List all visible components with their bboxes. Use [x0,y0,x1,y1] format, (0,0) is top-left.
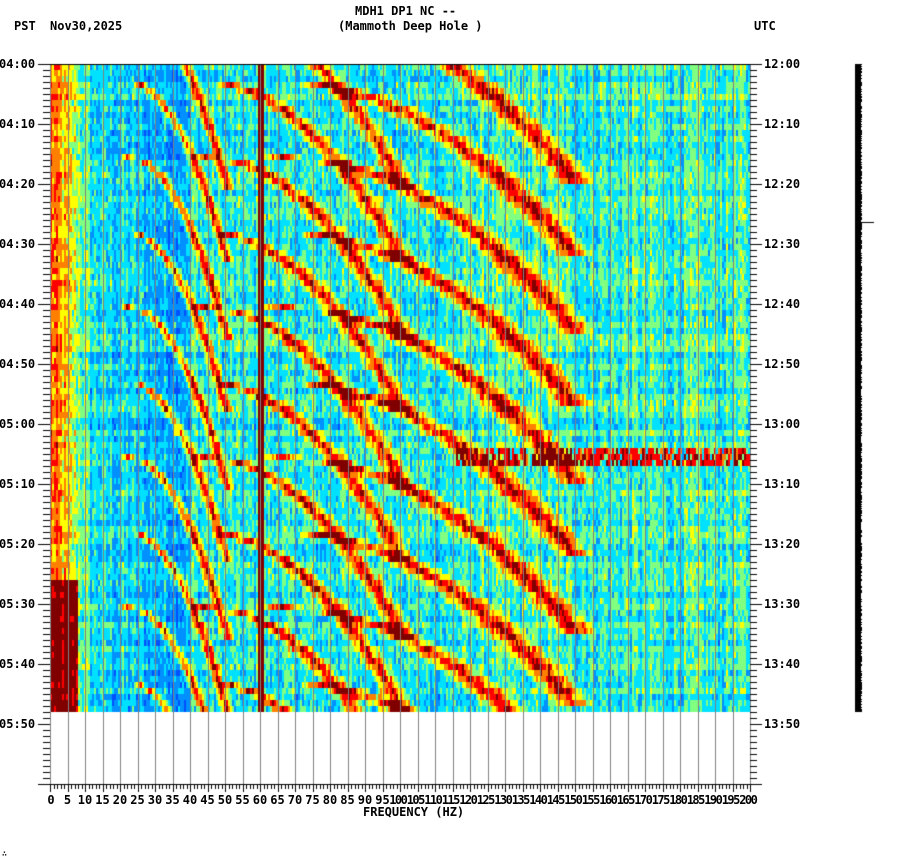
frequency-tick-label: 185 [686,793,706,807]
x-axis-title: FREQUENCY (HZ) [363,805,465,819]
frequency-tick-label: 95 [375,793,390,807]
right-time-label: 13:10 [764,477,801,491]
right-time-label: 13:00 [764,417,801,431]
left-time-label: 05:00 [0,417,36,431]
left-time-label: 05:10 [0,477,36,491]
left-time-label: 05:40 [0,657,36,671]
frequency-tick-label: 50 [217,793,233,807]
frequency-tick-label: 65 [270,793,285,807]
frequency-tick-label: 85 [340,793,355,807]
right-time-label: 12:30 [764,237,801,251]
frequency-tick-label: 110 [424,793,443,807]
frequency-tick-label: 140 [529,793,548,807]
frequency-tick-label: 200 [739,793,758,807]
frequency-tick-label: 165 [616,793,636,807]
frequency-tick-label: 0 [47,793,55,807]
left-time-label: 04:50 [0,357,36,371]
left-time-label: 05:20 [0,537,36,551]
frequency-tick-label: 125 [476,793,496,807]
frequency-tick-label: 175 [651,793,671,807]
frequency-tick-label: 145 [546,793,566,807]
left-time-label: 04:40 [0,297,36,311]
frequency-tick-label: 15 [95,793,110,807]
frequency-tick-label: 115 [441,793,461,807]
frequency-tick-label: 10 [77,793,93,807]
left-time-label: 05:30 [0,597,36,611]
frequency-tick-label: 190 [704,793,723,807]
frequency-tick-label: 40 [182,793,198,807]
frequency-tick-label: 70 [287,793,303,807]
frequency-tick-label: 160 [599,793,618,807]
right-time-label: 13:30 [764,597,801,611]
left-time-label: 05:50 [0,717,36,731]
frequency-tick-label: 150 [564,793,583,807]
corner-mark: ∴ [2,849,7,858]
right-time-label: 12:10 [764,117,801,131]
frequency-tick-label: 105 [406,793,426,807]
right-time-label: 12:00 [764,57,801,71]
right-time-label: 12:50 [764,357,801,371]
frequency-tick-label: 20 [112,793,128,807]
frequency-tick-label: 180 [669,793,688,807]
right-time-label: 13:20 [764,537,801,551]
frequency-tick-label: 5 [63,793,72,807]
frequency-tick-label: 60 [252,793,268,807]
left-time-label: 04:00 [0,57,36,71]
frequency-tick-label: 155 [581,793,601,807]
frequency-tick-label: 45 [200,793,215,807]
frequency-tick-label: 90 [357,793,373,807]
left-time-label: 04:10 [0,117,36,131]
right-time-label: 12:40 [764,297,801,311]
frequency-tick-label: 80 [322,793,338,807]
frequency-tick-label: 195 [721,793,741,807]
frequency-tick-label: 25 [130,793,145,807]
frequency-tick-label: 100 [389,793,408,807]
frequency-tick-label: 35 [165,793,180,807]
frequency-tick-label: 170 [634,793,653,807]
frequency-tick-label: 130 [494,793,513,807]
frequency-tick-label: 30 [147,793,163,807]
right-time-label: 13:50 [764,717,801,731]
right-time-label: 12:20 [764,177,801,191]
left-time-label: 04:30 [0,237,36,251]
frequency-tick-label: 55 [235,793,250,807]
frequency-tick-label: 120 [459,793,478,807]
right-time-label: 13:40 [764,657,801,671]
frequency-tick-label: 75 [305,793,320,807]
left-time-label: 04:20 [0,177,36,191]
frequency-tick-label: 135 [511,793,531,807]
